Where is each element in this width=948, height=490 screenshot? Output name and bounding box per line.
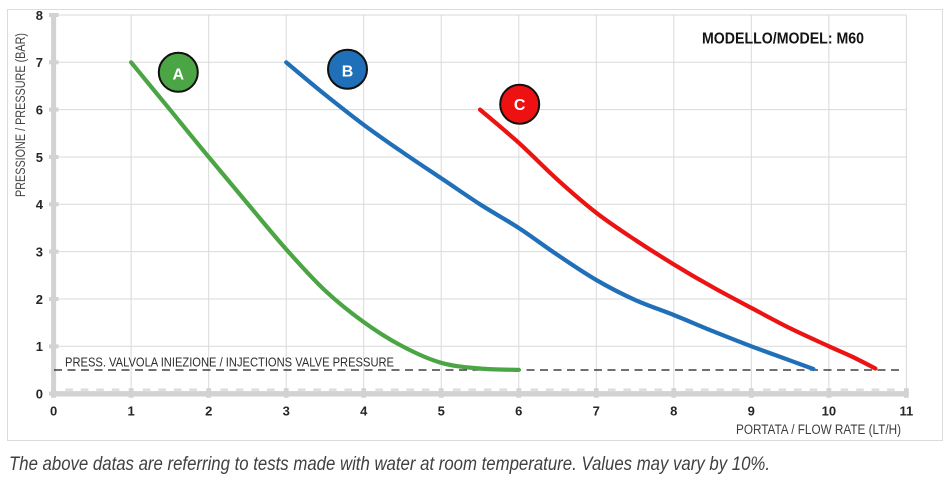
svg-text:4: 4 [360, 404, 368, 419]
svg-text:A: A [173, 67, 185, 84]
svg-text:3: 3 [283, 404, 290, 419]
svg-text:PRESSIONE / PRESSURE (BAR): PRESSIONE / PRESSURE (BAR) [12, 33, 28, 197]
svg-text:1: 1 [36, 339, 43, 354]
svg-text:2: 2 [36, 292, 43, 307]
svg-text:6: 6 [36, 102, 43, 117]
svg-text:8: 8 [670, 404, 677, 419]
svg-text:0: 0 [36, 386, 43, 401]
svg-text:The above datas are referring: The above datas are referring to tests m… [9, 454, 770, 475]
svg-text:9: 9 [748, 404, 755, 419]
svg-text:11: 11 [900, 404, 914, 419]
svg-text:4: 4 [36, 197, 44, 212]
svg-text:PRESS. VALVOLA INIEZIONE / INJ: PRESS. VALVOLA INIEZIONE / INJECTIONS VA… [65, 355, 394, 370]
svg-text:7: 7 [36, 55, 43, 70]
svg-text:3: 3 [36, 244, 43, 259]
svg-text:10: 10 [822, 404, 836, 419]
svg-text:1: 1 [127, 404, 134, 419]
svg-text:2: 2 [205, 404, 212, 419]
svg-text:MODELLO/MODEL: M60: MODELLO/MODEL: M60 [702, 31, 864, 48]
svg-text:0: 0 [50, 404, 57, 419]
svg-text:8: 8 [36, 8, 43, 23]
svg-text:PORTATA / FLOW RATE (LT/H): PORTATA / FLOW RATE (LT/H) [736, 422, 901, 437]
svg-text:B: B [342, 64, 354, 81]
svg-text:5: 5 [438, 404, 445, 419]
svg-text:6: 6 [515, 404, 522, 419]
svg-text:5: 5 [36, 150, 43, 165]
svg-text:C: C [514, 97, 526, 114]
svg-text:7: 7 [593, 404, 600, 419]
